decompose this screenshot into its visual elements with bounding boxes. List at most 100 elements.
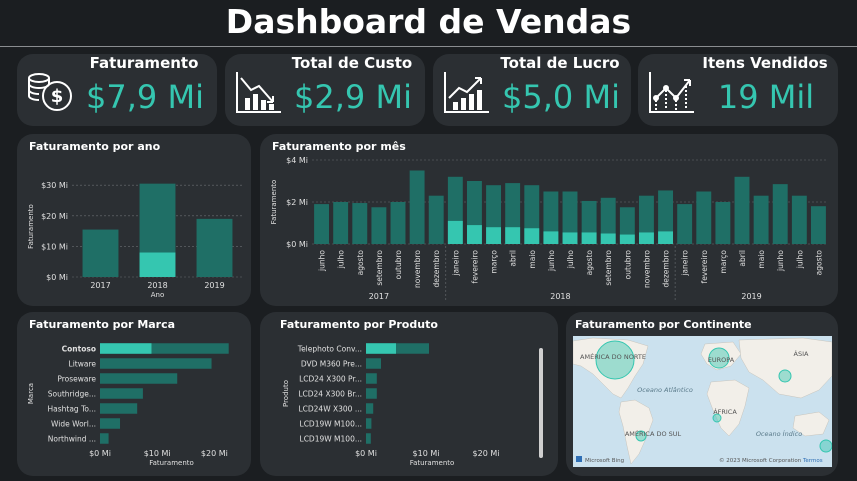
- y-axis-label: Marca: [27, 383, 35, 404]
- x-tick-label: dezembro: [432, 250, 441, 288]
- kpi-value: 19 Mil: [717, 78, 815, 116]
- bubble-asia: [778, 369, 792, 383]
- map-label-north-america: AMÉRICA DO NORTE: [580, 352, 646, 361]
- money-coins-icon: $: [28, 73, 72, 111]
- y-tick-label: Proseware: [57, 375, 96, 384]
- bar-highlight: [524, 228, 540, 244]
- chart-revenue-by-brand[interactable]: Faturamento por Marca Contoso Litware Pros…: [17, 312, 251, 476]
- y-tick-label: $30 Mi: [41, 181, 68, 190]
- map-revenue-by-continent[interactable]: Faturamento por Continente AMÉRICA DO NO…: [566, 312, 838, 476]
- map-label-europe: EUROPA: [708, 356, 735, 364]
- x-tick-label: $10 Mi: [144, 449, 171, 458]
- line-chart-icon: [649, 72, 694, 113]
- y-tick-label: Wide Worl...: [51, 420, 96, 429]
- bar-highlight: [447, 220, 463, 244]
- x-tick-label: julho: [566, 250, 575, 270]
- kpi-value: $7,9 Mi: [86, 78, 204, 116]
- kpi-label: Total de Custo: [291, 54, 413, 72]
- x-tick-label: maio: [528, 250, 537, 269]
- bar: [696, 191, 712, 244]
- x-tick-label: janeiro: [681, 250, 690, 277]
- x-tick-label: março: [719, 250, 728, 274]
- bar-highlight: [562, 232, 578, 244]
- kpi-value: $2,9 Mi: [294, 78, 412, 116]
- kpi-card-cost[interactable]: Total de Custo $2,9 Mi: [225, 54, 425, 126]
- map-label-asia: ÁSIA: [794, 349, 809, 358]
- chart-title: Faturamento por Produto: [280, 318, 438, 331]
- bar: [333, 202, 349, 244]
- bar: [100, 403, 138, 414]
- map-label-indian: Oceano Índico: [756, 429, 802, 438]
- map-terms-link: Termos: [802, 458, 823, 464]
- x-axis-label: Faturamento: [410, 459, 455, 467]
- map-provider: Microsoft Bing: [585, 458, 624, 464]
- bubble-africa: [712, 413, 722, 423]
- bar-highlight: [139, 252, 176, 277]
- bar: [677, 204, 693, 244]
- bar: [366, 418, 372, 429]
- kpi-card-items[interactable]: Itens Vendidos 19 Mil: [638, 54, 838, 126]
- chart-revenue-by-month[interactable]: Faturamento por mês $0 Mi $2 Mi $4 Mi junho…: [260, 134, 838, 306]
- bar: [658, 190, 674, 244]
- x-tick-label: agosto: [585, 250, 594, 276]
- kpi-label: Total de Lucro: [500, 54, 620, 72]
- chart-title: Faturamento por mês: [272, 140, 406, 153]
- map-view[interactable]: AMÉRICA DO NORTE EUROPA ÁSIA Oceano Atlâ…: [573, 336, 832, 467]
- scrollbar[interactable]: [539, 348, 543, 458]
- x-tick-label: $0 Mi: [355, 449, 377, 458]
- year-group-label: 2017: [369, 292, 389, 301]
- bar: [82, 229, 119, 277]
- x-tick-label: novembro: [642, 250, 651, 288]
- chart-up-icon: [444, 72, 489, 113]
- world-map: AMÉRICA DO NORTE EUROPA ÁSIA Oceano Atlâ…: [573, 337, 832, 465]
- bar: [810, 206, 826, 244]
- x-tick-label: 2017: [90, 281, 110, 290]
- x-axis-label: Ano: [151, 291, 165, 299]
- x-tick-label: março: [490, 250, 499, 274]
- map-label-africa: ÁFRICA: [713, 407, 737, 416]
- x-tick-label: janeiro: [451, 250, 460, 277]
- chart-revenue-by-product[interactable]: Faturamento por Produto Telephoto Conv..…: [260, 312, 558, 476]
- bar: [734, 176, 750, 244]
- bar-highlight: [100, 343, 152, 354]
- bar: [562, 191, 578, 244]
- y-tick-label: Southridge...: [48, 390, 96, 399]
- bar: [100, 343, 229, 354]
- x-tick-label: abril: [509, 250, 518, 267]
- bar: [772, 184, 788, 244]
- bar-highlight: [638, 232, 654, 244]
- bar-highlight: [619, 234, 635, 244]
- x-tick-label: fevereiro: [700, 250, 709, 284]
- kpi-card-profit[interactable]: Total de Lucro $5,0 Mi: [433, 54, 631, 126]
- y-tick-label: Telephoto Conv...: [297, 345, 362, 354]
- y-axis-label: Faturamento: [270, 180, 278, 225]
- bubble-south-america: [635, 430, 647, 442]
- bar: [196, 218, 233, 277]
- y-tick-label: $4 Mi: [286, 156, 308, 165]
- svg-text:$: $: [51, 86, 64, 107]
- bar-highlight: [658, 231, 674, 244]
- page-title: Dashboard de Vendas: [225, 2, 632, 41]
- bar: [753, 195, 769, 244]
- chart-revenue-by-year[interactable]: Faturamento por ano $0 Mi $10 Mi $20 Mi $30…: [17, 134, 251, 306]
- y-tick-label: Northwind ...: [48, 435, 96, 444]
- y-tick-label: DVD M360 Pre...: [301, 360, 362, 369]
- y-axis-label: Produto: [282, 380, 290, 407]
- kpi-card-revenue[interactable]: $ Faturamento $7,9 Mi: [17, 54, 217, 126]
- bar: [638, 195, 654, 244]
- chart-title: Faturamento por ano: [29, 140, 161, 153]
- x-tick-label: outubro: [394, 250, 403, 280]
- y-axis-label: Faturamento: [27, 204, 35, 249]
- y-tick-label: LCD19W M100...: [300, 435, 362, 444]
- x-tick-label: $10 Mi: [413, 449, 440, 458]
- x-tick-label: maio: [757, 250, 766, 269]
- x-axis-label: Faturamento: [149, 459, 194, 467]
- y-tick-label: $20 Mi: [41, 212, 68, 221]
- x-tick-label: junho: [776, 250, 785, 272]
- bar-highlight: [466, 225, 482, 244]
- month-chart-svg: $0 Mi $2 Mi $4 Mi junho julho agosto setembro o…: [270, 156, 828, 302]
- y-tick-label: $0 Mi: [46, 273, 68, 282]
- bar: [366, 373, 377, 384]
- bar: [100, 373, 178, 384]
- y-tick-label: Litware: [69, 360, 97, 369]
